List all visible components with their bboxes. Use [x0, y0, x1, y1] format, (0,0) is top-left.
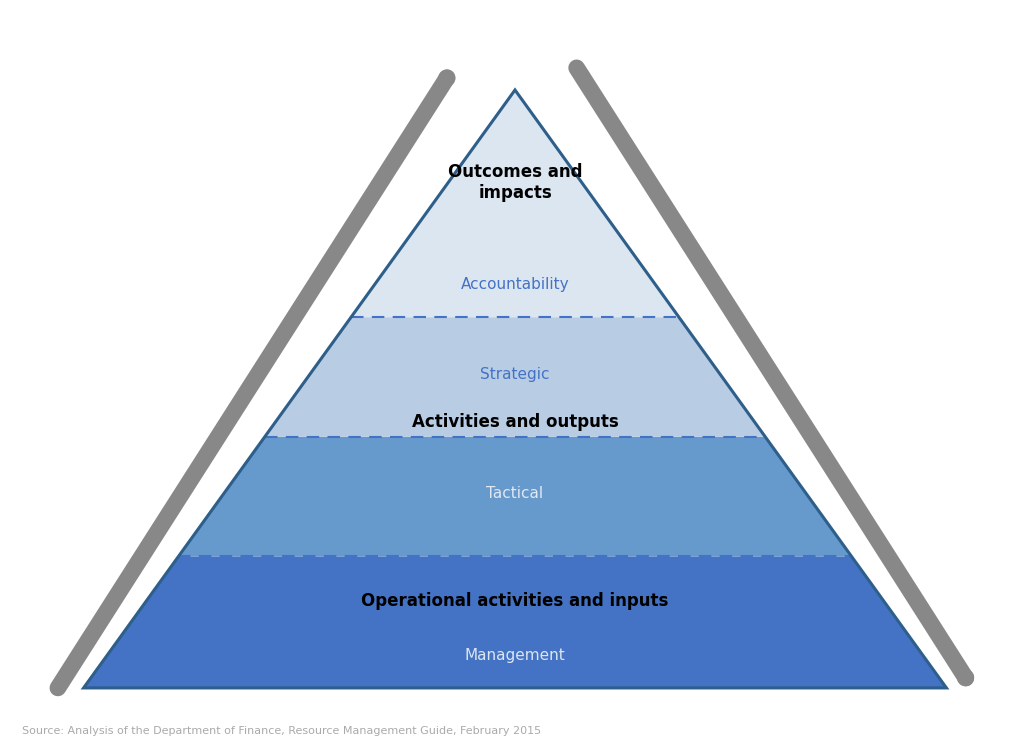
Polygon shape: [265, 317, 765, 436]
Text: Tactical: Tactical: [486, 486, 544, 501]
Text: Accountability: Accountability: [460, 277, 570, 292]
Polygon shape: [351, 90, 679, 317]
Text: Activities and outputs: Activities and outputs: [412, 413, 618, 431]
Text: Operational activities and inputs: Operational activities and inputs: [362, 592, 668, 611]
Text: Strategic: Strategic: [480, 367, 550, 382]
Polygon shape: [83, 556, 947, 688]
Text: Source: Analysis of the Department of Finance, Resource Management Guide, Februa: Source: Analysis of the Department of Fi…: [22, 726, 541, 736]
Text: Management: Management: [465, 648, 565, 662]
Text: Outcomes and
impacts: Outcomes and impacts: [448, 163, 582, 202]
Polygon shape: [178, 436, 852, 556]
